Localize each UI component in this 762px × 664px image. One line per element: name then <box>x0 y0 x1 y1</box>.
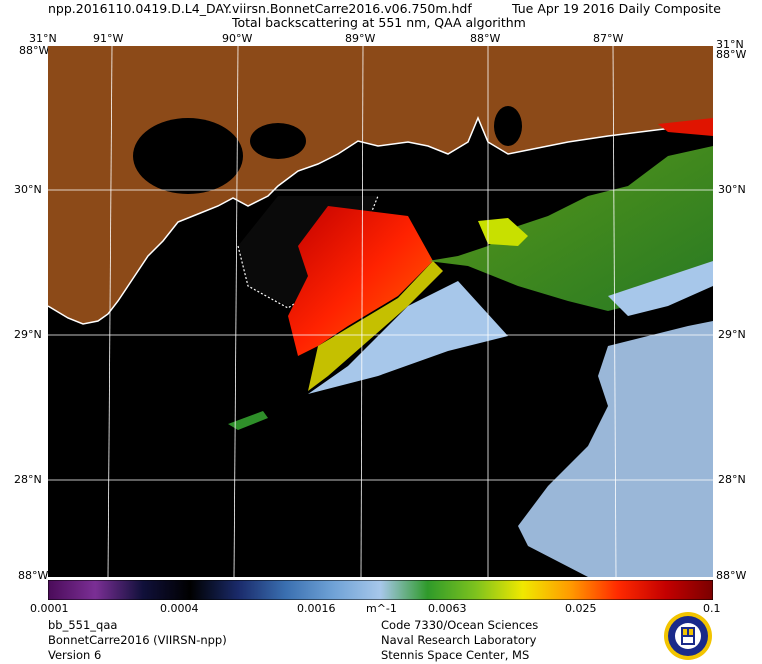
lake-pontchartrain <box>133 118 243 194</box>
inland-water <box>190 214 226 238</box>
lat-label-29n-right: 29°N <box>718 328 746 341</box>
colorbar-tick-2: 0.0004 <box>160 602 199 615</box>
lat-label-29n-left: 29°N <box>14 328 42 341</box>
colorbar-unit: m^-1 <box>366 602 397 615</box>
yellow-patch <box>478 218 528 246</box>
corner-label-bottom-left: 88°W <box>18 569 49 582</box>
colorbar-tick-5: 0.025 <box>565 602 597 615</box>
corner-label-top-right: 88°W <box>716 48 747 61</box>
top-label-88w: 88°W <box>470 32 501 45</box>
colorbar <box>48 580 713 600</box>
top-label-91w: 91°W <box>93 32 124 45</box>
graticule <box>48 46 713 577</box>
lat-label-30n-left: 30°N <box>14 183 42 196</box>
nrl-seal-icon <box>664 612 712 660</box>
filename-title: npp.2016110.0419.D.L4_DAY.viirsn.BonnetC… <box>48 1 472 16</box>
lat-label-28n-right: 28°N <box>718 473 746 486</box>
colorbar-tick-1: 0.0001 <box>30 602 69 615</box>
lake-borgne <box>250 123 306 159</box>
sediment-plume <box>288 206 433 356</box>
lat-label-30n-right: 30°N <box>718 183 746 196</box>
mobile-bay <box>494 106 522 146</box>
top-label-31n-left: 31°N <box>29 32 57 45</box>
org-line-2: Naval Research Laboratory <box>381 633 537 647</box>
lat-label-28n-left: 28°N <box>14 473 42 486</box>
land-mass <box>48 46 713 324</box>
version-label: Version 6 <box>48 648 102 662</box>
coastline <box>48 116 713 325</box>
top-label-87w: 87°W <box>593 32 624 45</box>
clear-water-east-1 <box>608 261 713 316</box>
plume-edge <box>308 261 443 391</box>
org-line-3: Stennis Space Center, MS <box>381 648 530 662</box>
top-label-90w: 90°W <box>222 32 253 45</box>
composite-date: Tue Apr 19 2016 Daily Composite <box>512 1 721 16</box>
corner-label-top-left: 88°W <box>19 44 50 57</box>
product-subtitle: Total backscattering at 551 nm, QAA algo… <box>232 15 526 30</box>
colorbar-tick-6: 0.1 <box>703 602 721 615</box>
region-name: BonnetCarre2016 (VIIRSN-npp) <box>48 633 227 647</box>
product-name: bb_551_qaa <box>48 618 118 632</box>
top-label-31n-right: 31°N <box>716 38 744 51</box>
green-patch-south <box>228 411 268 430</box>
satellite-map <box>48 46 713 577</box>
swath-strip <box>308 281 508 394</box>
corner-label-bottom-right: 88°W <box>716 569 747 582</box>
green-water-east <box>428 146 713 311</box>
colorbar-tick-4: 0.0063 <box>428 602 467 615</box>
mississippi-sound <box>388 146 488 196</box>
top-label-89w: 89°W <box>345 32 376 45</box>
colorbar-tick-3: 0.0016 <box>297 602 336 615</box>
coastal-red-streak <box>658 118 713 136</box>
org-line-1: Code 7330/Ocean Sciences <box>381 618 539 632</box>
